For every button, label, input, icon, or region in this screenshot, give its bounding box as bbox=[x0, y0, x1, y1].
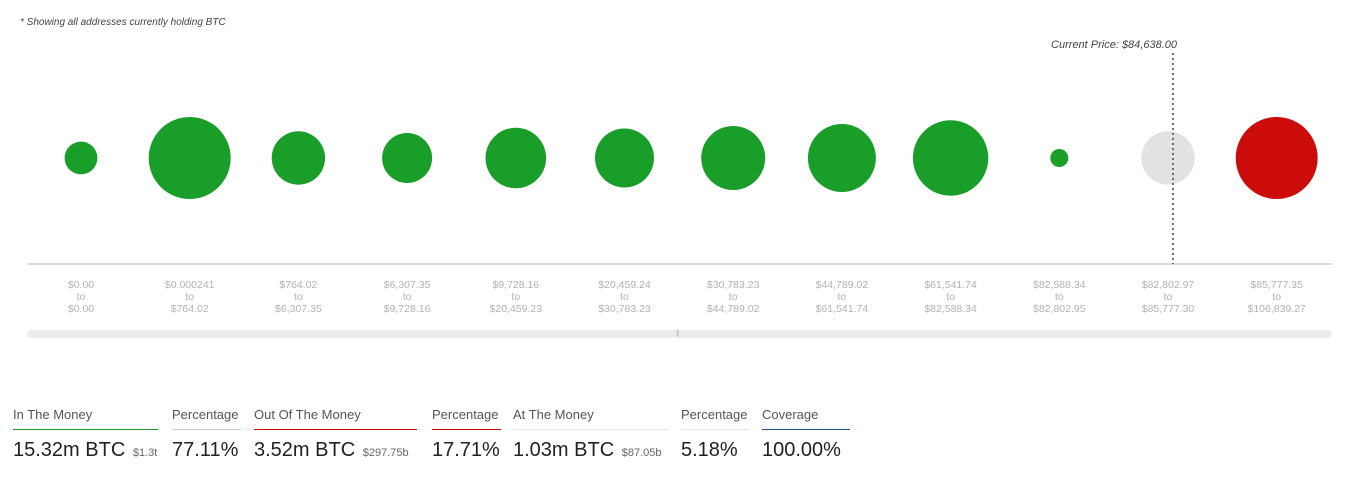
in-percentage-label: Percentage bbox=[172, 407, 241, 430]
tick-label-to: to bbox=[511, 291, 520, 303]
bubble-in-9[interactable] bbox=[1050, 149, 1069, 167]
tick-label-upper: $85,777.30 bbox=[1142, 303, 1195, 315]
bubble-in-4[interactable] bbox=[485, 127, 547, 189]
bubble-in-5[interactable] bbox=[595, 128, 654, 188]
stat-at-the-money: At The Money 1.03m BTC $87.05b bbox=[513, 407, 667, 462]
tick-label-to: to bbox=[620, 291, 629, 303]
bubble-in-3[interactable] bbox=[382, 133, 433, 183]
tick-label-upper: $82,802.95 bbox=[1033, 303, 1086, 315]
tick-label-upper: $764.02 bbox=[171, 303, 209, 315]
tick-label-upper: $30,783.23 bbox=[598, 303, 651, 315]
tick-label-from: $30,783.23 bbox=[707, 279, 760, 291]
tick-label-from: $20,459.24 bbox=[598, 279, 651, 291]
out-percentage-label: Percentage bbox=[432, 407, 501, 430]
tick-label-from: $82,802.97 bbox=[1142, 279, 1195, 291]
tick-label-upper: $0.00 bbox=[68, 303, 94, 315]
current-price-label: Current Price: $84,638.00 bbox=[1051, 39, 1178, 51]
tick-label-from: $85,777.35 bbox=[1250, 279, 1303, 291]
tick-label-to: to bbox=[77, 291, 86, 303]
tick-label-upper: $20,459.23 bbox=[490, 303, 543, 315]
tick-label-upper: $106,839.27 bbox=[1247, 303, 1306, 315]
iomap-chart: $0.00to$0.00$0.000241to$764.02$764.02to$… bbox=[27, 39, 1332, 315]
at-the-money-label: At The Money bbox=[513, 407, 667, 430]
at-percentage-value: 5.18% bbox=[681, 439, 738, 461]
chart-scrollbar[interactable]: ||| bbox=[27, 330, 1332, 338]
bubble-in-6[interactable] bbox=[701, 126, 766, 190]
tick-label-to: to bbox=[838, 291, 847, 303]
tick-label-upper: $6,307.35 bbox=[275, 303, 322, 315]
tick-label-to: to bbox=[294, 291, 303, 303]
stat-at-percentage: Percentage 5.18% bbox=[681, 407, 750, 462]
in-the-money-usd: $1.3t bbox=[132, 447, 158, 459]
in-percentage-value: 77.11% bbox=[172, 439, 239, 461]
tick-label-from: $9,728.16 bbox=[492, 279, 539, 291]
tick-label-to: to bbox=[403, 291, 412, 303]
tick-label-from: $82,588.34 bbox=[1033, 279, 1086, 291]
bubble-out-11[interactable] bbox=[1235, 117, 1318, 199]
tick-label-to: to bbox=[1164, 291, 1173, 303]
in-the-money-value: 15.32m BTC $1.3t bbox=[13, 439, 158, 461]
tick-label-to: to bbox=[1272, 291, 1281, 303]
x-ticks-layer: $0.00to$0.00$0.000241to$764.02$764.02to$… bbox=[68, 279, 1306, 315]
tick-label-to: to bbox=[946, 291, 955, 303]
out-of-the-money-value: 3.52m BTC $297.75b bbox=[254, 439, 409, 461]
bubble-in-2[interactable] bbox=[271, 131, 326, 185]
tick-label-from: $0.00 bbox=[68, 279, 94, 291]
at-the-money-usd: $87.05b bbox=[621, 447, 662, 459]
bubble-in-0[interactable] bbox=[64, 141, 98, 175]
stat-in-percentage: Percentage 77.11% bbox=[172, 407, 241, 462]
bubble-at-10[interactable] bbox=[1141, 131, 1195, 185]
stat-out-percentage: Percentage 17.71% bbox=[432, 407, 501, 462]
tick-label-from: $6,307.35 bbox=[384, 279, 431, 291]
stat-out-of-the-money: Out Of The Money 3.52m BTC $297.75b bbox=[254, 407, 417, 462]
stat-coverage: Coverage 100.00% bbox=[762, 407, 850, 462]
tick-label-to: to bbox=[729, 291, 738, 303]
tick-label-from: $44,789.02 bbox=[816, 279, 869, 291]
tick-label-upper: $9,728.16 bbox=[384, 303, 431, 315]
stat-in-the-money: In The Money 15.32m BTC $1.3t bbox=[13, 407, 158, 462]
tick-label-upper: $82,588.34 bbox=[924, 303, 977, 315]
tick-label-to: to bbox=[185, 291, 194, 303]
out-of-the-money-usd: $297.75b bbox=[362, 447, 409, 459]
at-percentage-label: Percentage bbox=[681, 407, 750, 430]
bubble-in-1[interactable] bbox=[148, 117, 231, 199]
at-the-money-value: 1.03m BTC $87.05b bbox=[513, 439, 662, 461]
coverage-label: Coverage bbox=[762, 407, 850, 430]
chart-note: * Showing all addresses currently holdin… bbox=[20, 17, 226, 28]
out-of-the-money-label: Out Of The Money bbox=[254, 407, 417, 430]
bubble-in-8[interactable] bbox=[912, 120, 989, 196]
tick-label-to: to bbox=[1055, 291, 1064, 303]
bubbles-layer bbox=[64, 117, 1318, 199]
out-percentage-value: 17.71% bbox=[432, 439, 500, 461]
tick-label-from: $61,541.74 bbox=[924, 279, 977, 291]
tick-label-from: $0.000241 bbox=[165, 279, 215, 291]
tick-label-upper: $44,789.02 bbox=[707, 303, 760, 315]
tick-label-upper: $61,541.74 bbox=[816, 303, 869, 315]
coverage-value: 100.00% bbox=[762, 439, 841, 461]
tick-label-from: $764.02 bbox=[279, 279, 317, 291]
in-the-money-label: In The Money bbox=[13, 407, 158, 430]
bubble-in-7[interactable] bbox=[807, 124, 876, 192]
scrollbar-grip-icon[interactable]: ||| bbox=[676, 330, 680, 337]
